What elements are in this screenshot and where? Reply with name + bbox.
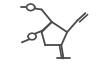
Ellipse shape	[28, 33, 36, 40]
Ellipse shape	[27, 4, 35, 11]
